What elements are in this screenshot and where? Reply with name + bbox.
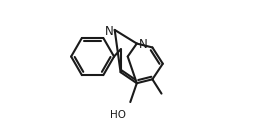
Text: HO: HO [110,110,126,120]
Text: N: N [104,25,113,38]
Text: N: N [139,38,148,51]
